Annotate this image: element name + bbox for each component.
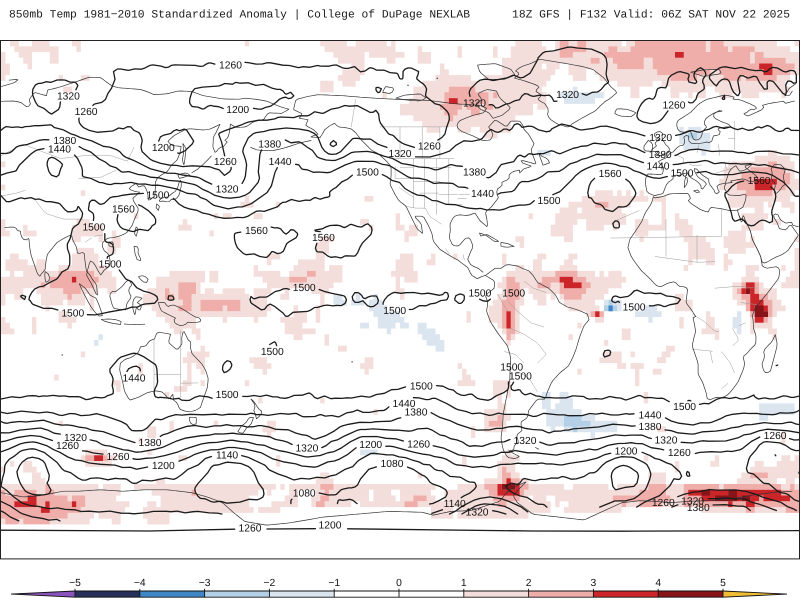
svg-text:1440: 1440 xyxy=(123,373,146,384)
svg-text:1500: 1500 xyxy=(468,288,491,299)
svg-text:1320: 1320 xyxy=(64,433,87,444)
svg-text:1500: 1500 xyxy=(261,347,284,358)
svg-text:1260: 1260 xyxy=(407,439,430,450)
svg-text:1260: 1260 xyxy=(239,524,262,535)
svg-text:1200: 1200 xyxy=(226,105,249,116)
svg-text:1320: 1320 xyxy=(389,149,412,160)
svg-text:1500: 1500 xyxy=(673,402,696,413)
svg-text:1440: 1440 xyxy=(639,411,662,422)
svg-text:1200: 1200 xyxy=(319,521,342,532)
svg-text:1320: 1320 xyxy=(556,90,579,101)
svg-text:1500: 1500 xyxy=(61,309,84,320)
svg-text:1380: 1380 xyxy=(258,139,281,150)
svg-text:1260: 1260 xyxy=(652,498,675,509)
svg-text:−4: −4 xyxy=(134,578,146,589)
svg-text:1200: 1200 xyxy=(615,446,638,457)
svg-text:1500: 1500 xyxy=(82,223,105,234)
svg-text:1380: 1380 xyxy=(463,168,486,179)
svg-text:3: 3 xyxy=(591,578,597,589)
svg-text:850mb Temp 1981−2010 Standardi: 850mb Temp 1981−2010 Standardized Anomal… xyxy=(9,9,470,22)
svg-text:1200: 1200 xyxy=(359,440,382,451)
svg-text:1320: 1320 xyxy=(216,185,239,196)
svg-text:1500: 1500 xyxy=(293,283,316,294)
svg-text:1380: 1380 xyxy=(687,503,710,514)
svg-text:1500: 1500 xyxy=(99,259,122,270)
svg-text:1500: 1500 xyxy=(623,302,646,313)
svg-text:1320: 1320 xyxy=(649,133,672,144)
svg-text:1260: 1260 xyxy=(56,441,79,452)
svg-text:1440: 1440 xyxy=(647,162,670,173)
svg-text:1500: 1500 xyxy=(538,196,561,207)
svg-text:1500: 1500 xyxy=(671,168,694,179)
svg-text:1500: 1500 xyxy=(356,167,379,178)
svg-text:0: 0 xyxy=(396,578,402,589)
svg-text:1260: 1260 xyxy=(214,157,237,168)
svg-text:1440: 1440 xyxy=(48,145,71,156)
svg-text:1500: 1500 xyxy=(502,288,525,299)
svg-text:1320: 1320 xyxy=(466,508,489,519)
svg-text:1320: 1320 xyxy=(655,435,678,446)
svg-text:18Z GFS | F132 Valid: 06Z SAT: 18Z GFS | F132 Valid: 06Z SAT NOV 22 202… xyxy=(512,9,790,22)
svg-text:1560: 1560 xyxy=(112,204,135,215)
svg-text:1380: 1380 xyxy=(639,422,662,433)
svg-text:1140: 1140 xyxy=(216,450,238,461)
svg-text:1200: 1200 xyxy=(152,143,175,154)
svg-text:1080: 1080 xyxy=(381,459,404,470)
svg-text:1380: 1380 xyxy=(139,438,162,449)
svg-text:1140: 1140 xyxy=(444,499,466,510)
svg-text:1260: 1260 xyxy=(418,142,441,153)
svg-text:1260: 1260 xyxy=(107,452,130,463)
svg-text:1320: 1320 xyxy=(57,91,80,102)
svg-text:1500: 1500 xyxy=(383,306,406,317)
svg-text:1080: 1080 xyxy=(293,489,316,500)
svg-text:1440: 1440 xyxy=(393,399,416,410)
svg-text:1560: 1560 xyxy=(245,226,268,237)
svg-text:1320: 1320 xyxy=(514,436,537,447)
svg-text:5: 5 xyxy=(720,578,726,589)
svg-text:1380: 1380 xyxy=(405,407,428,418)
svg-text:1500: 1500 xyxy=(216,390,239,401)
svg-text:−3: −3 xyxy=(199,578,211,589)
svg-text:4: 4 xyxy=(655,578,661,589)
svg-text:1500: 1500 xyxy=(146,191,169,202)
svg-text:1560: 1560 xyxy=(312,233,335,244)
svg-text:1560: 1560 xyxy=(599,169,622,180)
svg-text:1200: 1200 xyxy=(152,461,175,472)
svg-text:1440: 1440 xyxy=(471,189,494,200)
svg-text:1320: 1320 xyxy=(681,496,704,507)
svg-text:−1: −1 xyxy=(328,578,340,589)
svg-text:2: 2 xyxy=(526,578,532,589)
svg-text:1260: 1260 xyxy=(219,60,242,71)
svg-text:1380: 1380 xyxy=(649,150,672,161)
svg-text:1260: 1260 xyxy=(764,431,787,442)
svg-text:1320: 1320 xyxy=(463,98,486,109)
svg-text:1560: 1560 xyxy=(748,176,771,187)
svg-text:1500: 1500 xyxy=(509,371,532,382)
svg-text:1440: 1440 xyxy=(269,157,292,168)
svg-text:1260: 1260 xyxy=(663,101,686,112)
svg-text:1500: 1500 xyxy=(500,363,523,374)
svg-text:1: 1 xyxy=(461,578,467,589)
svg-text:−5: −5 xyxy=(69,578,81,589)
svg-text:1260: 1260 xyxy=(668,448,691,459)
svg-text:−2: −2 xyxy=(264,578,276,589)
svg-text:1260: 1260 xyxy=(75,107,98,118)
svg-text:1500: 1500 xyxy=(410,382,433,393)
svg-text:1320: 1320 xyxy=(295,444,318,455)
svg-text:1380: 1380 xyxy=(53,136,76,147)
